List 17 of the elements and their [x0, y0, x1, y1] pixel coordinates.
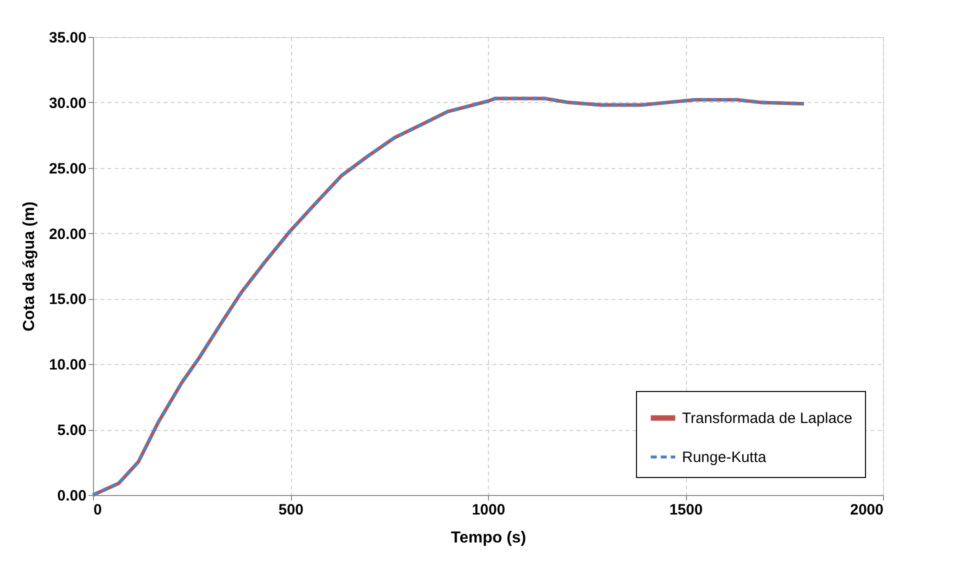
x-tick-label: 1000 [472, 502, 506, 518]
x-axis-title: Tempo (s) [450, 530, 526, 546]
y-tick-label: 25.00 [48, 160, 86, 178]
y-tick-label: 10.00 [48, 356, 86, 374]
x-tick-label: 1500 [669, 502, 703, 518]
x-tick-label: 0 [94, 502, 102, 518]
x-tick-label: 500 [278, 502, 304, 518]
y-tick-label: 20.00 [48, 226, 86, 243]
legend-label: Transformada de Laplace [682, 410, 852, 427]
y-tick-label: 15.00 [48, 291, 86, 308]
x-tick-label: 2000 [850, 502, 884, 518]
y-tick-label: 0.00 [57, 488, 86, 504]
y-tick-label: 30.00 [48, 94, 86, 112]
y-tick-label: 5.00 [57, 422, 86, 440]
legend-label: Runge-Kutta [682, 449, 767, 466]
y-tick-label: 35.00 [48, 30, 86, 46]
y-axis-title: Cota da água (m) [20, 202, 38, 332]
